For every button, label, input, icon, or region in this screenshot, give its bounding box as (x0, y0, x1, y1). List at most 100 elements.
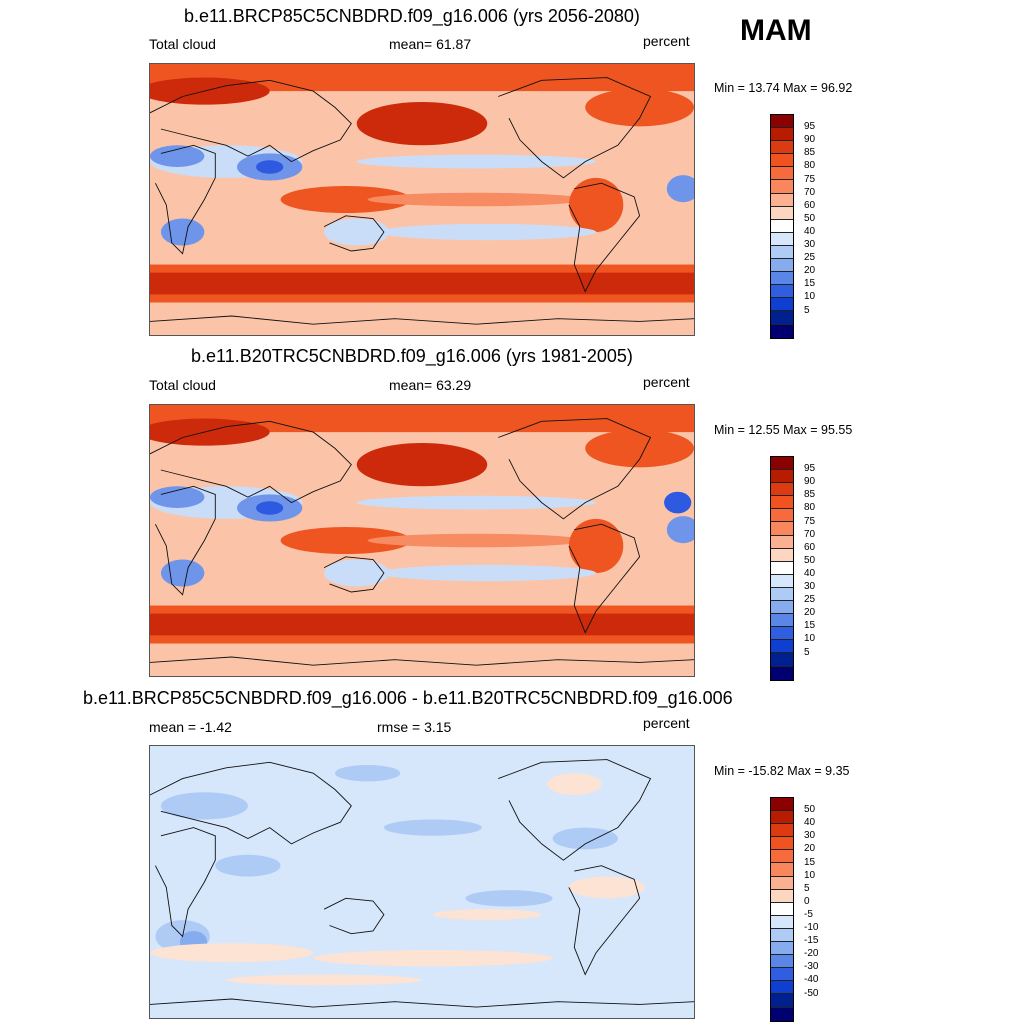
colorbar-tick-label: 50 (804, 554, 816, 566)
colorbar-box (771, 587, 793, 602)
coastline (568, 182, 641, 293)
colorbar-tick-label: 70 (804, 186, 816, 198)
colorbar-tick-label: 85 (804, 147, 816, 159)
panel-1-mean-label: mean= 61.87 (389, 36, 472, 52)
panel-2-contour-map (150, 405, 694, 676)
negative-anomaly-patch (552, 827, 618, 850)
colorbar-box (771, 942, 793, 956)
colorbar-tick-label: -15 (804, 935, 819, 947)
season-label: MAM (740, 14, 812, 47)
southern-africa-clear-region (160, 559, 205, 587)
coastline (498, 759, 652, 861)
south-pacific-low-cloud (378, 223, 597, 241)
colorbar-box (771, 850, 793, 864)
colorbar-box (771, 128, 793, 142)
colorbar-box (771, 824, 793, 838)
panel-1-variable-label: Total cloud (149, 36, 216, 52)
colorbar-tick-label: -30 (804, 961, 819, 973)
southern-africa-clear-region (160, 218, 205, 246)
colorbar-box (771, 798, 793, 812)
subtropical-pacific-low-cloud (356, 495, 597, 510)
colorbar-tick-label: 30 (804, 239, 816, 250)
colorbar-tick-label: 20 (804, 607, 816, 619)
colorbar-tick-label: 80 (804, 160, 816, 172)
colorbar-box (771, 955, 793, 969)
colorbar-box (771, 272, 793, 286)
panel-1-contour-map (150, 64, 694, 335)
panel-2-variable-label: Total cloud (149, 377, 216, 393)
panel-1-colorbar (770, 114, 794, 339)
itcz-band (367, 533, 586, 548)
coastline (154, 144, 216, 255)
colorbar-box (771, 180, 793, 194)
colorbar-box (771, 285, 793, 299)
colorbar-tick-label: -5 (804, 908, 813, 920)
colorbar-box (771, 1007, 793, 1021)
australia-low-cloud (324, 218, 390, 246)
colorbar-box (771, 837, 793, 851)
positive-anomaly-patch (226, 974, 422, 986)
colorbar-tick-label: 15 (804, 620, 816, 632)
colorbar-tick-label: 40 (804, 817, 816, 829)
colorbar-box (771, 167, 793, 181)
colorbar-box (771, 311, 793, 325)
panel-1-units-label: percent (643, 33, 690, 49)
colorbar-box (771, 902, 793, 916)
colorbar-box (771, 548, 793, 562)
colorbar-tick-label: 10 (804, 869, 816, 881)
panel-1-map (149, 63, 695, 336)
colorbar-tick-label: 50 (804, 212, 816, 224)
subtropical-clear-core (256, 160, 284, 174)
colorbar-tick-label: 70 (804, 528, 816, 540)
negative-anomaly-patch (215, 854, 281, 877)
panel-1-title: b.e11.BRCP85C5CNBDRD.f09_g16.006 (yrs 20… (184, 6, 640, 26)
atlantic-clear-core (664, 491, 692, 514)
colorbar-tick-label: 20 (804, 843, 816, 855)
colorbar-tick-label: 5 (804, 882, 810, 894)
atlantic-clear-region (666, 175, 694, 203)
colorbar-box (771, 876, 793, 890)
colorbar-tick-label: 90 (804, 134, 816, 146)
coastline (154, 827, 216, 938)
colorbar-box (771, 496, 793, 510)
colorbar-box (771, 259, 793, 273)
coastline (323, 897, 385, 935)
colorbar-tick-label: 25 (804, 594, 816, 606)
colorbar-box (771, 994, 793, 1008)
colorbar-tick-label: 25 (804, 252, 816, 264)
colorbar-tick-label: 5 (804, 304, 810, 316)
colorbar-tick-label: 40 (804, 225, 816, 237)
positive-anomaly-patch (150, 943, 314, 963)
colorbar-tick-label: 75 (804, 515, 816, 527)
panel-3-difference-map (150, 746, 694, 1018)
amazon-cloud (568, 518, 624, 574)
north-atlantic-cloud (585, 429, 694, 468)
coastline (498, 418, 652, 520)
negative-anomaly-patch (383, 819, 482, 836)
north-pacific-cloud (356, 442, 488, 487)
colorbar-tick-label: 95 (804, 463, 816, 475)
colorbar-box (771, 640, 793, 654)
panel-3-title: b.e11.BRCP85C5CNBDRD.f09_g16.006 - b.e11… (83, 688, 733, 708)
panel-1-minmax: Min = 13.74 Max = 96.92 (714, 81, 853, 95)
colorbar-box (771, 915, 793, 929)
colorbar-tick-label: 75 (804, 173, 816, 185)
panel-2-units-label: percent (643, 374, 690, 390)
colorbar-tick-label: 5 (804, 646, 810, 658)
negative-anomaly-patch (465, 890, 553, 907)
colorbar-box (771, 535, 793, 549)
colorbar-box (771, 457, 793, 471)
coastline (150, 656, 694, 666)
north-pacific-cloud (356, 101, 488, 146)
sahara-clear-region (150, 486, 205, 508)
positive-anomaly-patch (547, 773, 602, 795)
colorbar-box (771, 219, 793, 233)
colorbar-box (771, 863, 793, 877)
colorbar-tick-label: 10 (804, 291, 816, 303)
colorbar-box (771, 522, 793, 536)
colorbar-tick-label: 80 (804, 502, 816, 514)
colorbar-tick-label: 30 (804, 581, 816, 592)
colorbar-box (771, 232, 793, 246)
itcz-band (367, 192, 586, 207)
south-pacific-low-cloud (378, 564, 597, 582)
